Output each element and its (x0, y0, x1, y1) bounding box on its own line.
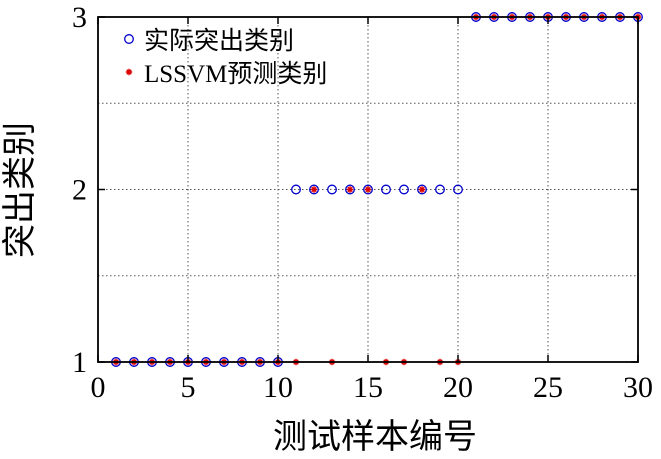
data-point-predicted (418, 186, 426, 193)
x-axis-label: 测试样本编号 (273, 418, 477, 454)
data-point-actual (327, 184, 337, 195)
legend: 实际突出类别 LSSVM预测类别 (124, 27, 327, 88)
data-point-actual (417, 184, 427, 195)
asterisk-stroke (347, 186, 353, 193)
legend-marker-predicted (125, 68, 133, 76)
legend-marker-actual (124, 34, 134, 44)
legend-label: LSSVM预测类别 (144, 60, 327, 88)
data-point-actual (345, 184, 355, 195)
data-point-predicted (310, 186, 318, 193)
y-axis-label: 突出类别 (1, 122, 39, 258)
data-point-actual (399, 184, 409, 195)
data-point-actual (453, 184, 463, 195)
data-point-actual (291, 184, 301, 195)
asterisk-stroke (419, 186, 425, 193)
x-tick-label: 20 (443, 371, 473, 404)
legend-label: 实际突出类别 (144, 27, 294, 55)
data-point-actual (435, 184, 445, 195)
x-tick-label: 25 (533, 371, 563, 404)
y-tick-label: 3 (72, 1, 87, 34)
asterisk-stroke (311, 186, 317, 193)
data-point-actual (309, 184, 319, 195)
x-tick-label: 0 (91, 371, 106, 404)
axes: 0 5 10 15 20 25 30 1 2 3 (72, 1, 653, 404)
data-point-predicted (364, 186, 372, 193)
asterisk-stroke (126, 69, 132, 75)
data-point-actual (363, 184, 373, 195)
y-tick-label: 1 (72, 346, 87, 379)
x-tick-label: 5 (181, 371, 196, 404)
data-point-predicted (346, 186, 354, 193)
y-tick-label: 2 (72, 174, 87, 207)
data-point-actual (381, 184, 391, 195)
asterisk-stroke (365, 186, 371, 193)
x-tick-label: 30 (623, 371, 653, 404)
x-tick-label: 10 (263, 371, 293, 404)
x-tick-label: 15 (353, 371, 383, 404)
